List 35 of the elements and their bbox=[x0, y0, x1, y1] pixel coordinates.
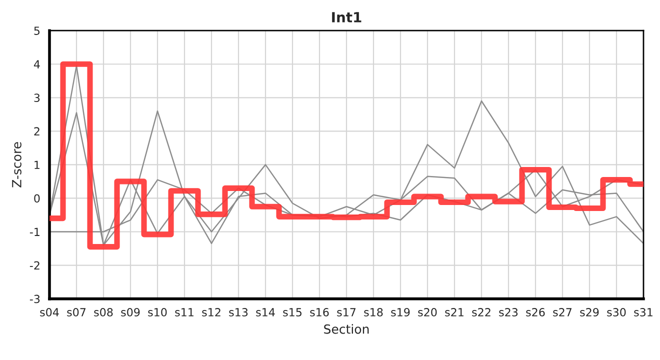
x-tick-label: s11 bbox=[175, 308, 194, 316]
y-tick-label: 0 bbox=[34, 194, 40, 203]
y-tick-label: -1 bbox=[30, 228, 40, 236]
x-tick-label: s26 bbox=[526, 308, 545, 316]
y-tick-label: 4 bbox=[34, 60, 40, 68]
x-tick-label: s13 bbox=[229, 308, 248, 316]
x-tick-label: s14 bbox=[256, 308, 275, 316]
x-tick-label: s15 bbox=[283, 308, 302, 316]
x-tick-label: s18 bbox=[364, 308, 383, 316]
y-tick-label: -2 bbox=[30, 261, 40, 270]
y-tick-label: 2 bbox=[34, 127, 40, 136]
x-tick-label: s04 bbox=[40, 308, 59, 316]
x-axis-title: Section bbox=[324, 324, 369, 334]
x-tick-label: s17 bbox=[337, 308, 356, 316]
x-tick-label: s07 bbox=[67, 308, 86, 316]
chart-title: Int1 bbox=[332, 12, 362, 22]
x-tick-label: s16 bbox=[310, 308, 329, 316]
x-tick-label: s22 bbox=[472, 308, 490, 316]
y-tick-label: 1 bbox=[34, 160, 40, 169]
x-tick-label: s10 bbox=[148, 308, 167, 316]
y-tick-label: 5 bbox=[34, 26, 40, 35]
x-tick-label: s27 bbox=[553, 308, 572, 316]
x-tick-label: s30 bbox=[607, 308, 626, 316]
x-tick-label: s08 bbox=[94, 308, 113, 316]
x-tick-label: s19 bbox=[391, 308, 410, 316]
y-tick-label: -3 bbox=[30, 294, 40, 304]
y-axis-title: Z-score bbox=[12, 142, 22, 188]
x-tick-label: s31 bbox=[634, 308, 652, 316]
x-tick-label: s12 bbox=[202, 308, 220, 316]
x-tick-label: s09 bbox=[121, 308, 140, 316]
x-tick-label: s21 bbox=[445, 308, 464, 316]
x-tick-label: s23 bbox=[499, 308, 518, 316]
x-tick-label: s29 bbox=[580, 308, 599, 316]
y-tick-label: 3 bbox=[34, 94, 40, 102]
x-tick-label: s20 bbox=[418, 308, 437, 316]
